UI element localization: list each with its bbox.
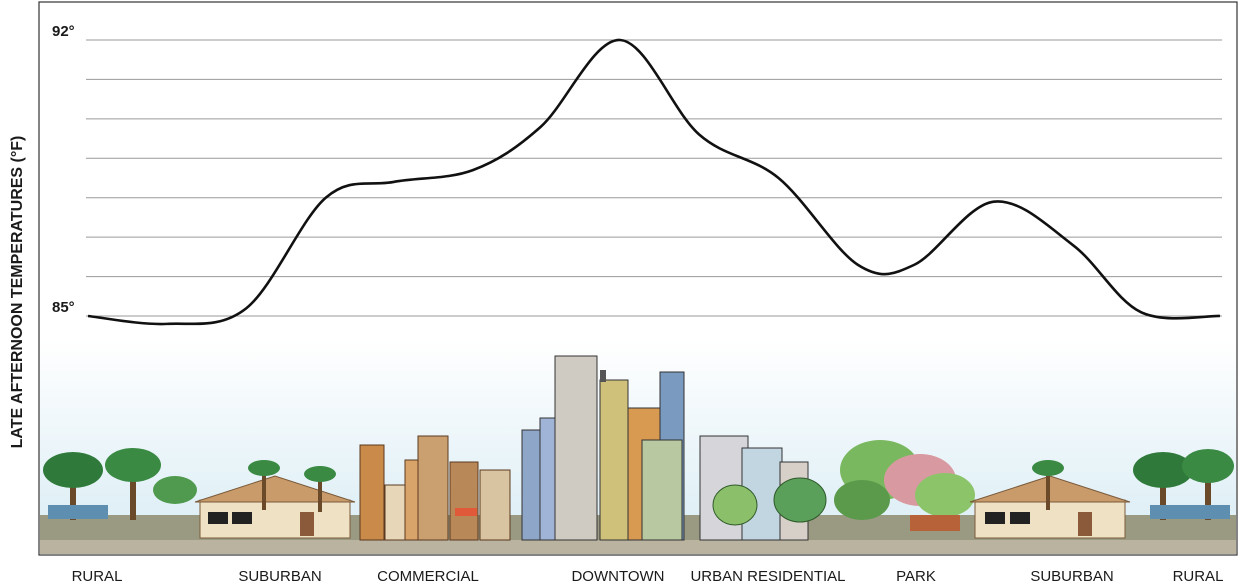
x-category-label: RURAL [1173,568,1224,585]
suburban-house-left [194,460,356,539]
y-axis-label: LATE AFTERNOON TEMPERATURES (°F) [9,136,26,449]
suburban-house-right [969,460,1131,539]
commercial-buildings [359,435,511,541]
y-tick-labels: 92° 85° [52,23,75,316]
x-category-label: PARK [896,568,936,585]
x-category-label: COMMERCIAL [377,568,479,585]
rural-trees-right [1133,449,1234,520]
y-tick-label: 92° [52,23,75,40]
park-trees [834,440,975,531]
skyline-illustration [40,340,1236,554]
x-category-label: DOWNTOWN [571,568,664,585]
x-category-label: RURAL [72,568,123,585]
downtown-towers [521,355,685,541]
y-tick-label: 85° [52,299,75,316]
rural-trees-left [43,448,197,520]
gridlines [86,39,1222,317]
x-category-label: SUBURBAN [238,568,321,585]
urban-residential [699,435,827,541]
road [40,540,1236,554]
x-category-label: URBAN RESIDENTIAL [690,568,845,585]
series-layer [87,38,1221,326]
x-tick-labels: RURAL SUBURBAN COMMERCIAL DOWNTOWN URBAN RES… [72,568,1224,585]
x-category-label: SUBURBAN [1030,568,1113,585]
temperature-line [87,38,1221,326]
